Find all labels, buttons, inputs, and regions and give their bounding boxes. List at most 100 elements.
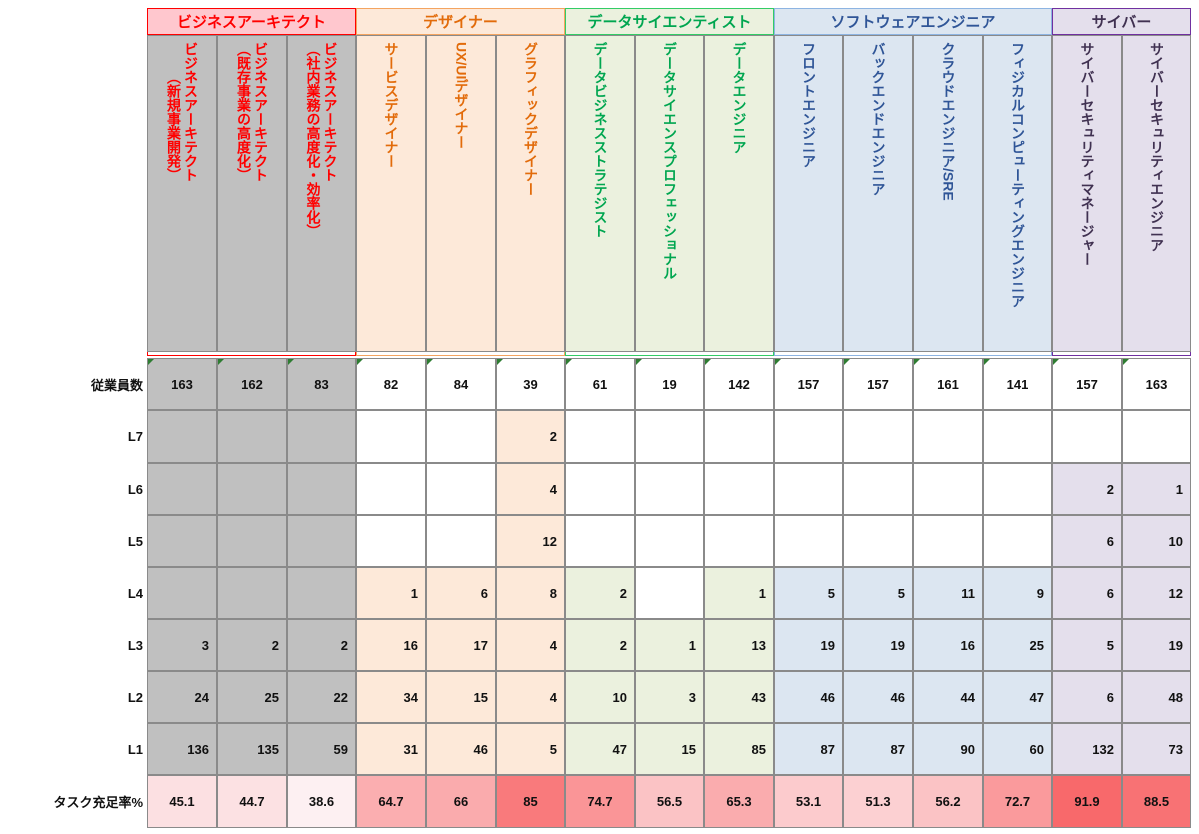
level-cell-l5 (983, 515, 1052, 567)
role-header: データエンジニア (704, 35, 774, 352)
row-label-l3: L3 (127, 637, 143, 653)
role-header: クラウドエンジニア/SRE (913, 35, 983, 352)
level-cell-l3: 4 (496, 619, 565, 671)
role-header-label: バックエンドエンジニア (870, 42, 887, 196)
employee-count-value: 163 (171, 376, 193, 392)
employee-count-cell: 83 (287, 358, 356, 410)
role-header: グラフィックデザイナー (496, 35, 565, 352)
level-cell-l6 (356, 463, 426, 515)
task-rate-cell: 85 (496, 775, 565, 828)
task-rate-cell: 65.3 (704, 775, 774, 828)
employee-count-value: 157 (867, 376, 889, 392)
task-rate-cell: 64.7 (356, 775, 426, 828)
level-cell-l4: 11 (913, 567, 983, 619)
comment-marker-icon (357, 359, 363, 365)
level-cell-l6 (426, 463, 496, 515)
comment-marker-icon (497, 359, 503, 365)
level-cell-l5 (843, 515, 913, 567)
task-rate-cell: 53.1 (774, 775, 843, 828)
level-cell-l7 (426, 410, 496, 463)
group-divider (1052, 352, 1191, 356)
level-cell-l7 (635, 410, 704, 463)
group-divider (565, 352, 774, 356)
task-rate-cell: 72.7 (983, 775, 1052, 828)
level-cell-l4: 9 (983, 567, 1052, 619)
level-cell-l2: 47 (983, 671, 1052, 723)
level-cell-l7 (913, 410, 983, 463)
employee-count-cell: 19 (635, 358, 704, 410)
employee-count-value: 61 (592, 376, 608, 392)
row-label-l1: L1 (127, 741, 143, 757)
comment-marker-icon (427, 359, 433, 365)
role-header: UX/UIデザイナー (426, 35, 496, 352)
employee-count-value: 84 (453, 376, 469, 392)
level-cell-l2: 15 (426, 671, 496, 723)
level-cell-l1: 85 (704, 723, 774, 775)
level-cell-l4: 2 (565, 567, 635, 619)
level-cell-l1: 87 (843, 723, 913, 775)
level-cell-l4: 5 (774, 567, 843, 619)
level-cell-l5 (565, 515, 635, 567)
level-cell-l6 (843, 463, 913, 515)
level-cell-l7 (217, 410, 287, 463)
task-rate-cell: 44.7 (217, 775, 287, 828)
level-cell-l2: 24 (147, 671, 217, 723)
comment-marker-icon (984, 359, 990, 365)
comment-marker-icon (844, 359, 850, 365)
comment-marker-icon (1053, 359, 1059, 365)
level-cell-l5 (426, 515, 496, 567)
group-header-sw: ソフトウェアエンジニア (774, 8, 1052, 35)
comment-marker-icon (566, 359, 572, 365)
role-header: ビジネスアーキテクト （新規事業開発） (147, 35, 217, 352)
level-cell-l6: 4 (496, 463, 565, 515)
level-cell-l6 (774, 463, 843, 515)
role-header-label: サイバーセキュリティエンジニア (1149, 42, 1165, 252)
role-header-label: データビジネスストラテジスト (592, 42, 609, 238)
level-cell-l1: 59 (287, 723, 356, 775)
level-cell-l1: 15 (635, 723, 704, 775)
level-cell-l7 (147, 410, 217, 463)
level-cell-l4: 8 (496, 567, 565, 619)
employee-count-value: 157 (1076, 376, 1098, 392)
row-label-rate: タスク充足率% (53, 795, 143, 810)
level-cell-l2: 44 (913, 671, 983, 723)
employee-count-value: 39 (523, 376, 538, 392)
level-cell-l4: 1 (356, 567, 426, 619)
task-rate-cell: 56.2 (913, 775, 983, 828)
task-rate-cell: 38.6 (287, 775, 356, 828)
level-cell-l7 (774, 410, 843, 463)
level-cell-l2: 43 (704, 671, 774, 723)
level-cell-l5: 12 (496, 515, 565, 567)
role-header-label: データエンジニア (731, 42, 748, 154)
employee-count-cell: 157 (843, 358, 913, 410)
level-cell-l3: 2 (217, 619, 287, 671)
employee-count-cell: 163 (147, 358, 217, 410)
role-header: データビジネスストラテジスト (565, 35, 635, 352)
employee-count-value: 83 (314, 376, 329, 392)
level-cell-l7 (287, 410, 356, 463)
level-cell-l1: 132 (1052, 723, 1122, 775)
level-cell-l6 (217, 463, 287, 515)
level-cell-l2: 3 (635, 671, 704, 723)
level-cell-l3: 16 (913, 619, 983, 671)
employee-count-value: 19 (662, 376, 677, 392)
role-header-label: クラウドエンジニア/SRE (940, 42, 957, 201)
level-cell-l5 (217, 515, 287, 567)
comment-marker-icon (1123, 359, 1129, 365)
employee-count-cell: 157 (774, 358, 843, 410)
comment-marker-icon (288, 359, 294, 365)
role-header-label: ビジネスアーキテクト （社内業務の高度化・効率化） (305, 42, 339, 238)
level-cell-l6 (565, 463, 635, 515)
level-cell-l6 (913, 463, 983, 515)
comment-marker-icon (775, 359, 781, 365)
comment-marker-icon (148, 359, 154, 365)
level-cell-l7 (1052, 410, 1122, 463)
level-cell-l4 (147, 567, 217, 619)
level-cell-l4 (287, 567, 356, 619)
role-header: ビジネスアーキテクト （社内業務の高度化・効率化） (287, 35, 356, 352)
comment-marker-icon (636, 359, 642, 365)
employee-count-cell: 39 (496, 358, 565, 410)
employee-count-value: 162 (241, 376, 263, 392)
level-cell-l6 (147, 463, 217, 515)
task-rate-cell: 91.9 (1052, 775, 1122, 828)
